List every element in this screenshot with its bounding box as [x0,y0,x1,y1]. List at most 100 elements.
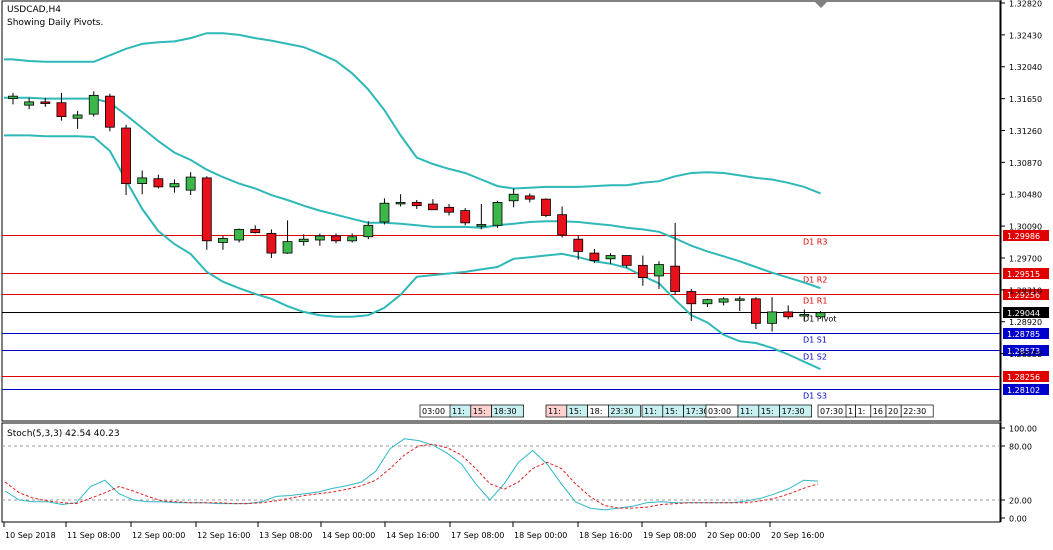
time-tick-label: 17 Sep 08:00 [451,531,504,540]
candle-body [460,210,471,224]
candle-body [298,238,309,243]
candle [734,296,745,312]
candle-body [282,241,293,254]
candle [524,193,535,203]
shift-marker-icon[interactable] [815,2,827,8]
session-label: 17:30 [686,407,709,416]
candle [589,248,600,263]
pivot-price-tag [1003,384,1049,395]
candle-body [395,202,406,205]
time-tick-label: 19 Sep 08:00 [643,531,696,540]
pivot-label: D1 R1 [803,297,827,306]
candle-body [524,195,535,200]
session-segment [900,404,934,418]
session-label: 15: [665,407,678,416]
candle-body [767,311,777,324]
session-label: 1 [848,407,853,416]
price-tick-label: 1.29700 [1009,254,1042,263]
candle-body [105,95,115,128]
candle [88,91,99,117]
candle [508,188,519,208]
candle [637,255,648,286]
candle [654,261,664,290]
candle-body [734,298,745,301]
chart-frame [1,0,1001,523]
price-tick-label: 1.32430 [1009,31,1042,40]
price-tick-label: 1.31260 [1009,127,1042,136]
candle [427,199,438,211]
candle-body [557,214,567,236]
session-label: 11: [644,407,657,416]
candle-body [718,298,729,303]
candle [541,198,551,218]
candle-body [185,176,196,191]
candle [40,97,51,107]
candle [767,297,777,332]
candle [347,233,358,243]
candle-body [621,255,632,266]
session-label: 17:30 [782,407,805,416]
session-label: 18:30 [494,407,517,416]
pivot-price-label: 1.29515 [1007,270,1040,279]
session-label: 1: [858,407,866,416]
candle [298,234,309,246]
session-segment [491,404,524,418]
candle-body [56,102,67,117]
candle-body [266,233,277,254]
candle-body [363,224,374,238]
stoch-title: Stoch(5,3,3) 42.54 40.23 [7,429,120,439]
session-label: 11: [740,407,753,416]
pivot-lines: D1 R3 1.29986 D1 R2 1.29515 D1 R1 1.29256 D1 P… [2,230,1049,401]
candle-body [654,264,664,277]
candle [218,235,228,250]
pivot-label: D1 S1 [803,336,827,345]
candle-body [72,114,83,119]
candle [718,297,729,306]
candle [799,309,810,321]
candle [783,305,794,320]
candle-body [702,299,713,305]
bollinger-bands [4,32,821,371]
candle-body [201,177,212,242]
session-label: 03:00 [708,407,731,416]
session-segment [608,404,641,418]
pivot-price-tag [1003,307,1049,318]
candle-body [427,203,438,211]
session-label: 15: [761,407,774,416]
time-tick-label: 14 Sep 00:00 [322,531,375,540]
time-tick-label: 13 Sep 08:00 [259,531,312,540]
candle [702,298,713,308]
pivot-label: D1 S2 [803,353,827,362]
session-marker: 11: 15: 18:30 [449,404,524,418]
price-tick-label: 1.32820 [1009,0,1042,9]
session-marker: 03:00 [419,404,453,418]
candle-body [379,202,390,223]
time-tick-label: 14 Sep 16:00 [386,531,439,540]
candle [121,124,131,196]
candle-body [799,313,810,317]
candle [153,174,164,189]
pivot-price-tag [1003,268,1049,279]
time-tick-label: 10 Sep 2018 [5,531,56,540]
candle [72,110,83,129]
candle [137,170,148,195]
pivot-price-tag [1003,230,1049,241]
candle-body [589,252,600,261]
candle [557,206,567,238]
candle [314,233,325,246]
candle [282,220,293,254]
session-marker: 1 1: 16 20 22:30 [845,404,934,418]
time-tick-label: 20 Sep 00:00 [707,531,760,540]
candle-body [137,177,148,185]
candle-body [314,235,325,241]
candle-body [670,265,681,292]
pivot-price-label: 1.29044 [1007,309,1040,318]
stoch-tick-label: 20.00 [1009,497,1032,506]
candle-body [88,94,99,115]
candle [234,228,245,243]
pivot-label: D1 R3 [803,238,827,247]
session-label: 18: [590,407,603,416]
price-tick-label: 1.28920 [1009,318,1042,327]
pivot-label: D1 R2 [803,276,827,285]
